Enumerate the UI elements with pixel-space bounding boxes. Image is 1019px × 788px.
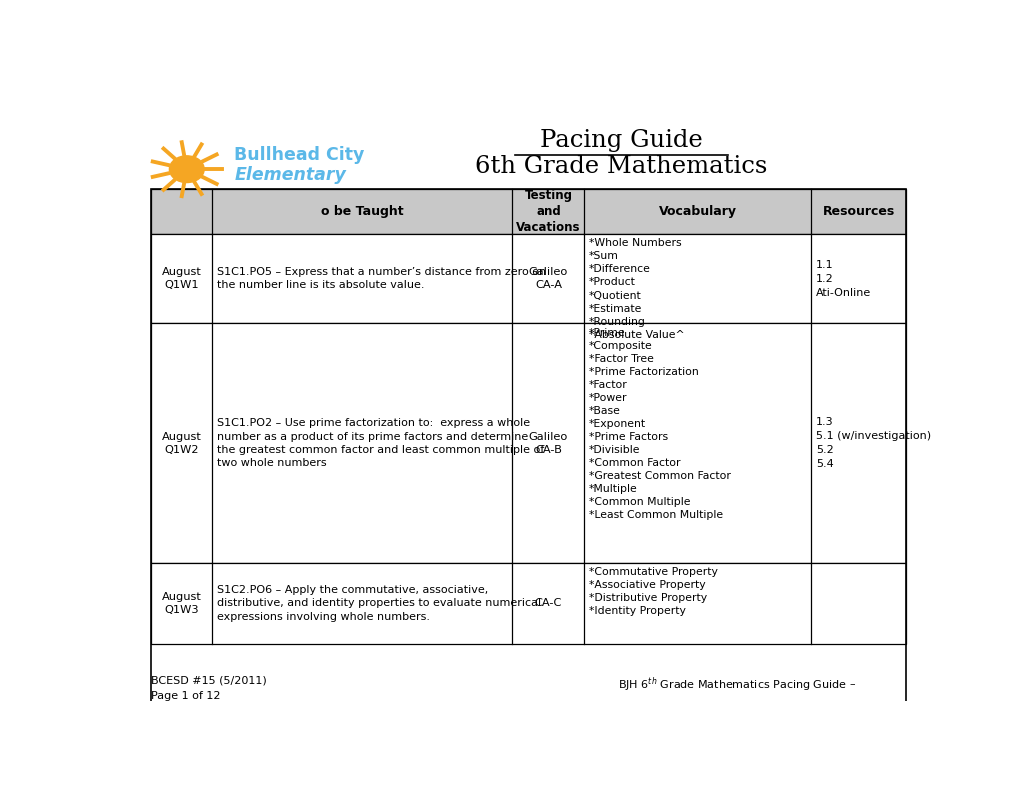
- Bar: [151, 188, 905, 724]
- Text: BJH 6$^{th}$ Grade Mathematics Pacing Guide –: BJH 6$^{th}$ Grade Mathematics Pacing Gu…: [618, 676, 855, 694]
- Text: 6th Grade Mathematics: 6th Grade Mathematics: [475, 155, 767, 178]
- Text: CA-C: CA-C: [534, 598, 561, 608]
- Text: *Whole Numbers
*Sum
*Difference
*Product
*Quotient
*Estimate
*Rounding
*Absolute: *Whole Numbers *Sum *Difference *Product…: [589, 238, 684, 340]
- Text: Resources: Resources: [821, 205, 894, 217]
- Bar: [151, 234, 905, 323]
- Text: Galileo
CA-B: Galileo CA-B: [528, 432, 568, 455]
- Text: Pacing Guide: Pacing Guide: [540, 129, 702, 152]
- Text: o be Taught: o be Taught: [321, 205, 404, 217]
- Text: August
Q1W3: August Q1W3: [162, 592, 202, 615]
- Text: August
Q1W2: August Q1W2: [162, 432, 202, 455]
- Text: BCESD #15 (5/2011)
Page 1 of 12: BCESD #15 (5/2011) Page 1 of 12: [151, 676, 267, 701]
- Text: Testing
and
Vacations: Testing and Vacations: [516, 189, 580, 234]
- Text: S1C1.PO2 – Use prime factorization to:  express a whole
number as a product of i: S1C1.PO2 – Use prime factorization to: e…: [217, 418, 543, 468]
- Bar: [151, 563, 905, 644]
- Bar: [151, 188, 905, 234]
- Text: S1C2.PO6 – Apply the commutative, associative,
distributive, and identity proper: S1C2.PO6 – Apply the commutative, associ…: [217, 585, 540, 622]
- Circle shape: [169, 156, 204, 183]
- Text: Elementary: Elementary: [234, 165, 345, 184]
- Bar: [151, 323, 905, 563]
- Text: Bullhead City: Bullhead City: [234, 147, 364, 164]
- Text: 1.3
5.1 (w/investigation)
5.2
5.4: 1.3 5.1 (w/investigation) 5.2 5.4: [815, 417, 930, 469]
- Text: *Prime
*Composite
*Factor Tree
*Prime Factorization
*Factor
*Power
*Base
*Expone: *Prime *Composite *Factor Tree *Prime Fa…: [589, 328, 731, 520]
- Text: Galileo
CA-A: Galileo CA-A: [528, 267, 568, 290]
- Text: August
Q1W1: August Q1W1: [162, 267, 202, 290]
- Text: 1.1
1.2
Ati-Online: 1.1 1.2 Ati-Online: [815, 260, 870, 298]
- Text: Vocabulary: Vocabulary: [658, 205, 736, 217]
- Text: S1C1.PO5 – Express that a number’s distance from zero on
the number line is its : S1C1.PO5 – Express that a number’s dista…: [217, 267, 545, 290]
- Text: *Commutative Property
*Associative Property
*Distributive Property
*Identity Pro: *Commutative Property *Associative Prope…: [589, 567, 717, 616]
